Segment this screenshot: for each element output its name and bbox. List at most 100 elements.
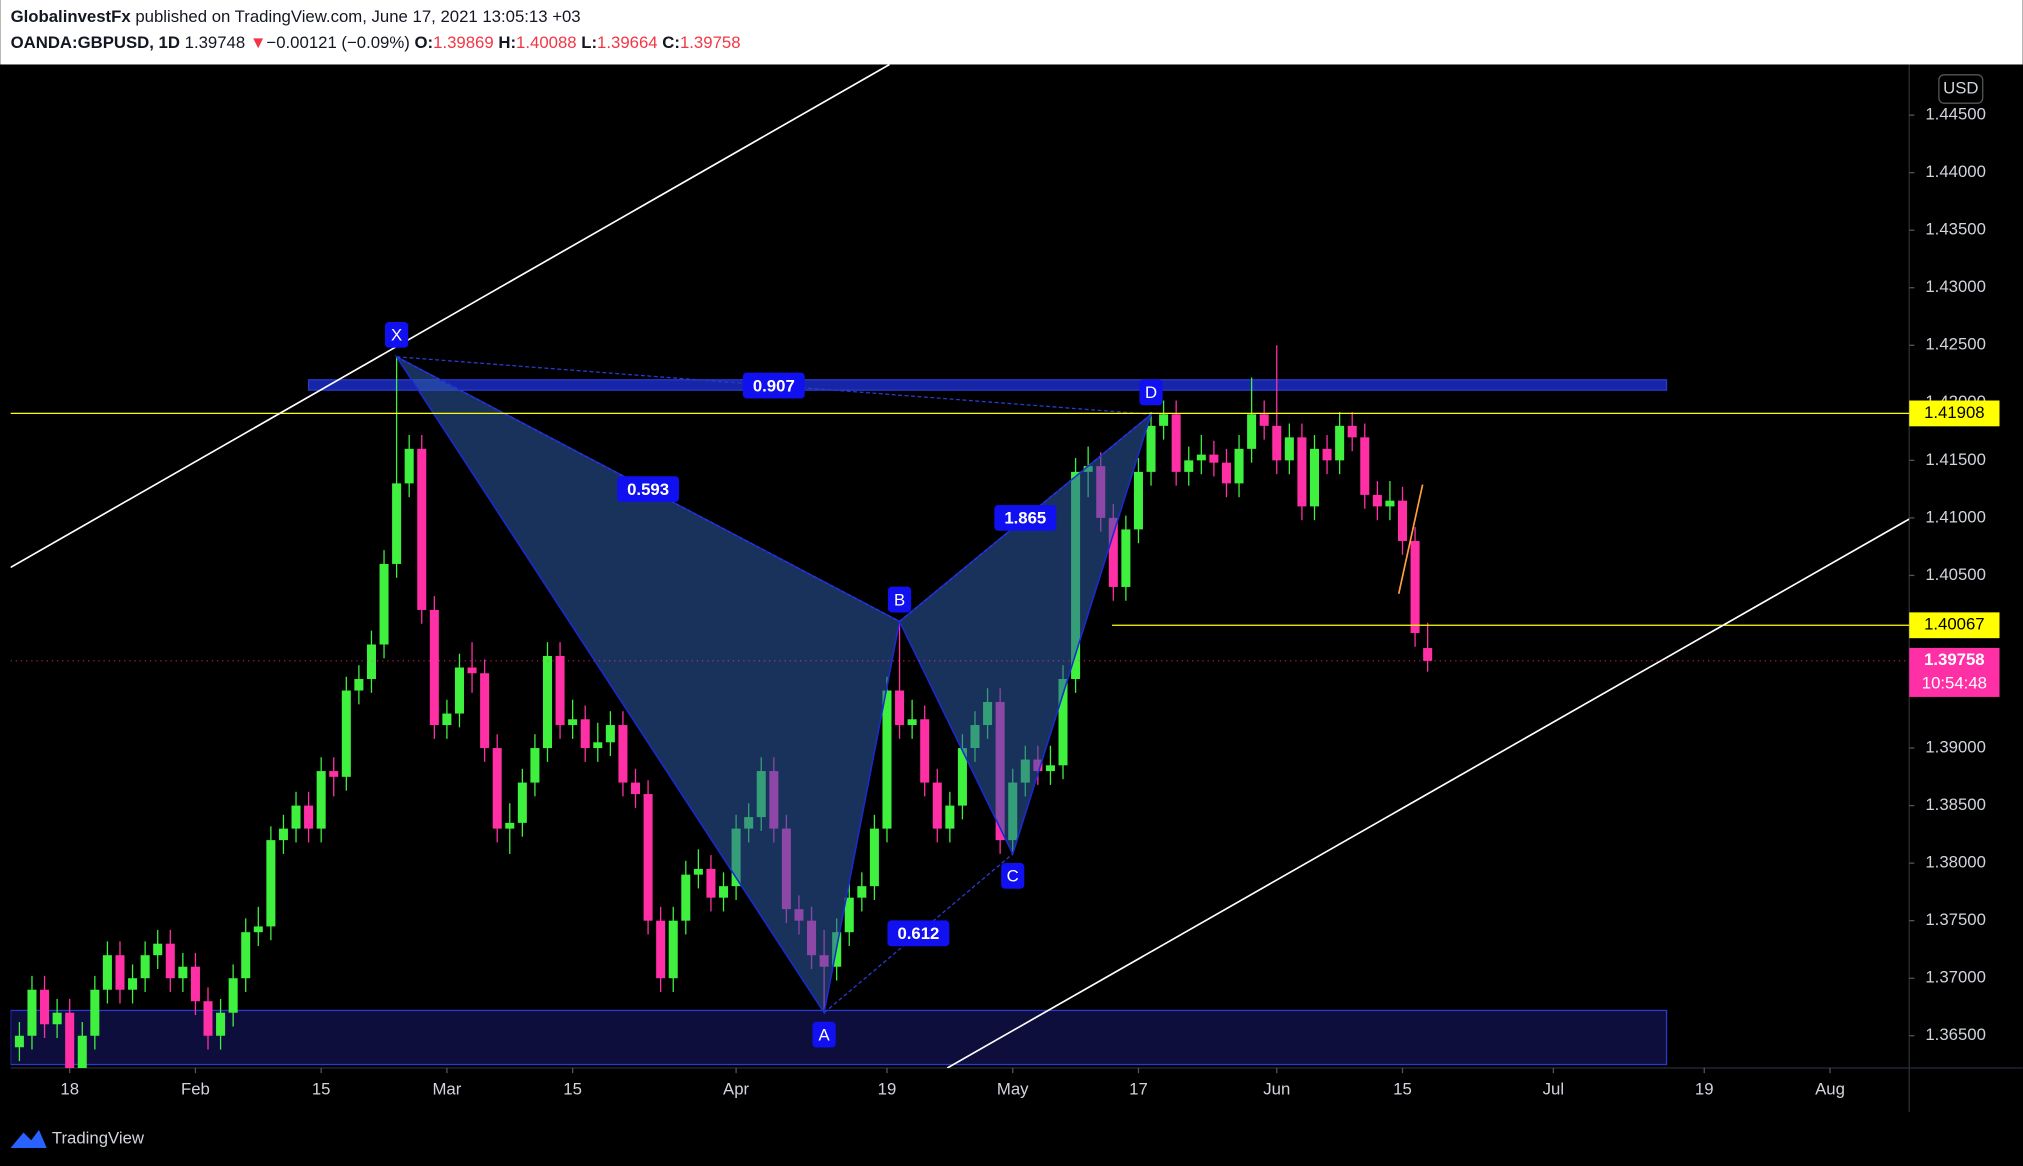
publisher: GlobalinvestFx — [11, 7, 132, 26]
x-tick-label: Jul — [1543, 1079, 1564, 1098]
ratio-box — [617, 476, 680, 503]
candle-body — [1372, 494, 1382, 507]
candle-body — [1221, 462, 1231, 484]
y-tick-label: 1.38000 — [1925, 853, 1986, 872]
candle-body — [932, 782, 942, 829]
x-tick-label: 15 — [1393, 1079, 1412, 1098]
candle-body — [643, 794, 653, 921]
ratio-box — [994, 505, 1057, 531]
x-tick-label: Feb — [181, 1079, 210, 1098]
pattern-point-label: A — [819, 1025, 831, 1044]
candle-body — [1423, 648, 1433, 661]
pattern-point-label: C — [1007, 867, 1019, 886]
change-arrow: ▼ — [250, 33, 267, 52]
y-tick-label: 1.37500 — [1925, 910, 1986, 929]
ohlc-value: 1.40088 — [516, 33, 577, 52]
change: −0.00121 (−0.09%) — [266, 33, 409, 52]
candle-body — [404, 448, 414, 484]
candle-body — [128, 978, 138, 990]
candle-body — [304, 805, 314, 829]
y-tick-label: 1.43000 — [1925, 277, 1986, 296]
candle-body — [203, 1001, 213, 1036]
candle-body — [693, 868, 703, 875]
candle-body — [379, 563, 389, 645]
candle-body — [542, 655, 553, 749]
candle-body — [580, 719, 590, 749]
x-tick-label: Aug — [1815, 1079, 1845, 1098]
candle-body — [165, 943, 175, 979]
zone — [10, 1009, 1668, 1066]
candle-body — [882, 690, 892, 829]
candle-body — [417, 448, 427, 610]
y-tick-label: 1.43500 — [1925, 220, 1986, 239]
candle-body — [90, 989, 100, 1036]
price: 1.39748 — [185, 33, 246, 52]
candle-body — [467, 667, 477, 674]
ohlc-value: 1.39869 — [433, 33, 494, 52]
candle-body — [605, 725, 615, 743]
pattern-point-label: X — [391, 326, 402, 345]
candle-body — [1259, 414, 1269, 426]
candle-body — [517, 782, 527, 823]
countdown: 10:54:48 — [1922, 673, 1987, 692]
candle-body — [1108, 517, 1118, 587]
x-tick-label: May — [997, 1079, 1029, 1098]
candle-body — [354, 679, 364, 691]
y-tick-label: 1.41500 — [1925, 450, 1986, 469]
x-tick-label: 19 — [878, 1079, 897, 1098]
y-tick-label: 1.40500 — [1925, 565, 1986, 584]
candle-body — [153, 943, 163, 956]
ohlc-label: L: — [581, 33, 597, 52]
candle-body — [1045, 765, 1055, 772]
candle-body — [555, 655, 565, 726]
candle-body — [52, 1012, 62, 1025]
candle-body — [366, 644, 376, 680]
candle-body — [65, 1012, 75, 1068]
candle-body — [1184, 460, 1194, 472]
candle-body — [618, 725, 628, 783]
pattern-point-label: B — [894, 590, 905, 609]
candle-body — [480, 673, 490, 749]
header-bg — [0, 0, 2023, 65]
x-tick-label: 19 — [1695, 1079, 1714, 1098]
axes: 1.445001.440001.435001.430001.425001.420… — [60, 105, 2000, 1098]
currency: USD — [1943, 78, 1978, 97]
ratio-label: 0.593 — [627, 480, 669, 499]
candle-body — [844, 897, 854, 933]
candle-body — [1347, 425, 1357, 438]
candle-body — [454, 667, 464, 714]
x-tick-label: Apr — [723, 1079, 749, 1098]
y-tick-label: 1.36500 — [1925, 1025, 1986, 1044]
x-tick-label: Jun — [1263, 1079, 1290, 1098]
candle-body — [492, 748, 502, 829]
currency-box[interactable] — [1938, 74, 1984, 104]
ohlc-value: 1.39664 — [597, 33, 658, 52]
ohlc-value: 1.39758 — [680, 33, 741, 52]
pattern-point-box — [812, 1021, 836, 1048]
candle-body — [630, 782, 641, 795]
level-label: 1.41908 — [1924, 403, 1985, 422]
candle-body — [1284, 437, 1294, 461]
candle-body — [329, 771, 339, 777]
level-label: 1.40067 — [1924, 615, 1985, 634]
candle-body — [1196, 454, 1206, 461]
x-tick-label: Mar — [432, 1079, 461, 1098]
pattern-point-box — [1001, 862, 1025, 889]
candle-body — [14, 1035, 24, 1048]
candle-body — [1159, 414, 1169, 426]
x-tick-label: 17 — [1129, 1079, 1148, 1098]
y-tick-label: 1.39000 — [1925, 737, 1986, 756]
candle-body — [1133, 471, 1143, 530]
candle-body — [1309, 448, 1319, 507]
trendline — [946, 518, 1910, 1068]
candle-body — [1247, 414, 1257, 449]
plot — [10, 64, 1910, 1068]
candle-body — [1385, 500, 1395, 507]
pattern-point-label: D — [1145, 383, 1157, 402]
candle-body — [920, 719, 930, 783]
candle-body — [1297, 437, 1307, 507]
candle-body — [115, 955, 125, 990]
candle-body — [442, 713, 452, 726]
